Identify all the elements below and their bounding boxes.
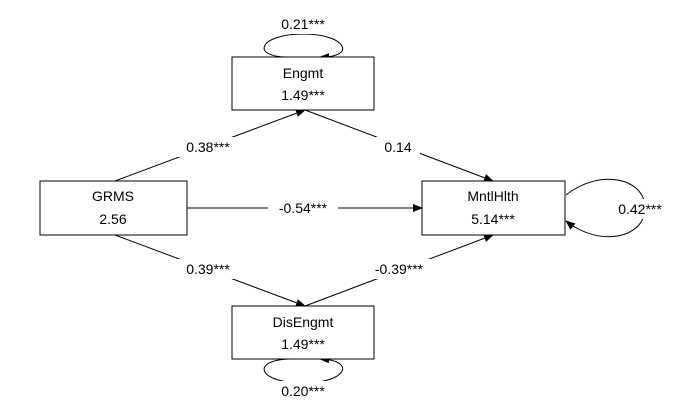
variance-loop-disengmt (263, 355, 343, 384)
coef-grms-disengmt: 0.39*** (186, 261, 230, 277)
node-disengmt: DisEngmt 1.49*** (231, 305, 375, 360)
node-mntlhlth-box (421, 180, 566, 236)
node-mntlhlth: MntlHlth 5.14*** (421, 180, 566, 236)
coef-grms-mntlhlth: -0.54*** (279, 200, 328, 216)
node-engmt: Engmt 1.49*** (231, 56, 375, 111)
label-bg-grms-engmt (176, 137, 240, 157)
node-grms: GRMS 2.56 (39, 180, 188, 236)
node-mntlhlth-name: MntlHlth (467, 188, 518, 204)
label-bg-variance-disengmt (274, 381, 332, 401)
coef-disengmt-mntlhlth: -0.39*** (375, 261, 424, 277)
variance-disengmt: 0.20*** (281, 383, 325, 399)
variance-loop-engmt (263, 33, 343, 62)
coef-engmt-mntlhlth: 0.14 (384, 139, 411, 155)
node-grms-name: GRMS (92, 188, 134, 204)
node-grms-box (39, 180, 188, 236)
node-engmt-value: 1.49*** (281, 87, 325, 103)
node-disengmt-value: 1.49*** (281, 336, 325, 352)
label-bg-grms-mntlhlth (268, 198, 338, 218)
label-bg-engmt-mntlhlth (376, 137, 420, 157)
node-engmt-box (231, 56, 375, 111)
coef-grms-engmt: 0.38*** (186, 139, 230, 155)
label-bg-grms-disengmt (176, 259, 240, 279)
node-disengmt-name: DisEngmt (273, 314, 334, 330)
label-bg-variance-engmt (274, 14, 332, 34)
node-engmt-name: Engmt (283, 65, 324, 81)
node-grms-value: 2.56 (99, 211, 126, 227)
variance-engmt: 0.21*** (281, 16, 325, 32)
label-bg-variance-mntlhlth (611, 199, 669, 219)
label-bg-disengmt-mntlhlth (364, 259, 434, 279)
variance-mntlhlth: 0.42*** (618, 201, 662, 217)
node-disengmt-box (231, 305, 375, 360)
node-mntlhlth-value: 5.14*** (471, 211, 515, 227)
